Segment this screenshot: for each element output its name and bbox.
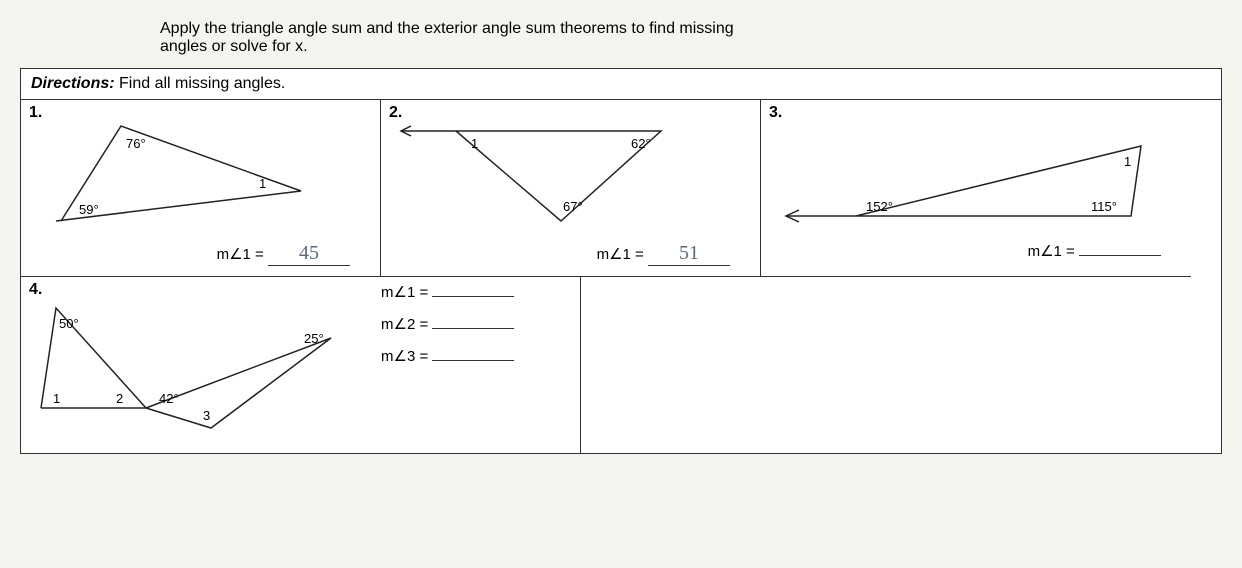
answer-label: m∠2 =: [381, 316, 428, 333]
instr-line2: angles or solve for x.: [160, 38, 308, 55]
angle-50: 50°: [59, 316, 79, 331]
angle-1-label: 1: [259, 176, 266, 191]
angle-25: 25°: [304, 331, 324, 346]
directions-text: Find all missing angles.: [115, 75, 286, 92]
triangle-1: 76° 59° 1: [31, 106, 331, 236]
answer-label: m∠1 =: [597, 246, 644, 263]
row-1: 1. 76° 59° 1 m∠1 = 45 2. 1 62° 67°: [21, 100, 1221, 277]
triangle-3: 152° 115° 1: [771, 106, 1171, 236]
answer-value: 51: [648, 242, 730, 266]
answer-value: [432, 328, 514, 329]
answer-value: [1079, 255, 1161, 256]
angle-152: 152°: [866, 199, 893, 214]
angle-115: 115°: [1091, 199, 1117, 214]
cell-2: 2. 1 62° 67° m∠1 = 51: [381, 100, 761, 277]
problem-number: 2.: [389, 104, 402, 122]
angle-1-label: 1: [1124, 154, 1131, 169]
angle-59: 59°: [79, 202, 99, 217]
answer-row-2: m∠1 = 51: [391, 242, 750, 266]
answer-row-1: m∠1 = 45: [31, 242, 370, 266]
answer-row-3: m∠1 =: [771, 242, 1181, 260]
answer-row: m∠2 =: [381, 315, 514, 333]
angle-67: 67°: [563, 199, 583, 214]
worksheet: Directions: Find all missing angles. 1. …: [20, 68, 1222, 454]
angle-1-label: 1: [471, 136, 478, 151]
answer-label: m∠1 =: [1028, 243, 1075, 260]
answer-label: m∠3 =: [381, 348, 428, 365]
angle-42: 42°: [159, 391, 179, 406]
angle-62: 62°: [631, 136, 651, 151]
answer-value: [432, 360, 514, 361]
answer-label: m∠1 =: [217, 246, 264, 263]
empty-cell: [581, 277, 1221, 453]
angle-3: 3: [203, 408, 210, 423]
cell-1: 1. 76° 59° 1 m∠1 = 45: [21, 100, 381, 277]
figure-4: 50° 1 2 42° 3 25°: [31, 283, 361, 443]
answer-value: 45: [268, 242, 350, 266]
cell-3: 3. 152° 115° 1 m∠1 =: [761, 100, 1191, 277]
directions-label: Directions:: [31, 75, 115, 92]
answer-row: m∠3 =: [381, 347, 514, 365]
cell-4: 4. 50° 1 2 42° 3 25° m∠1 =: [21, 277, 581, 453]
angle-76: 76°: [126, 136, 146, 151]
problem-number: 4.: [29, 281, 42, 299]
instr-line1: Apply the triangle angle sum and the ext…: [160, 20, 734, 37]
triangle-2: 1 62° 67°: [391, 106, 731, 236]
answer-row: m∠1 =: [381, 283, 514, 301]
directions-bar: Directions: Find all missing angles.: [21, 69, 1221, 100]
problem-number: 1.: [29, 104, 42, 122]
row-2: 4. 50° 1 2 42° 3 25° m∠1 =: [21, 277, 1221, 453]
answer-stack-4: m∠1 = m∠2 = m∠3 =: [381, 283, 514, 365]
answer-value: [432, 296, 514, 297]
angle-1: 1: [53, 391, 60, 406]
instructions: Apply the triangle angle sum and the ext…: [160, 20, 1222, 56]
angle-2: 2: [116, 391, 123, 406]
problem-number: 3.: [769, 104, 782, 122]
answer-label: m∠1 =: [381, 284, 428, 301]
